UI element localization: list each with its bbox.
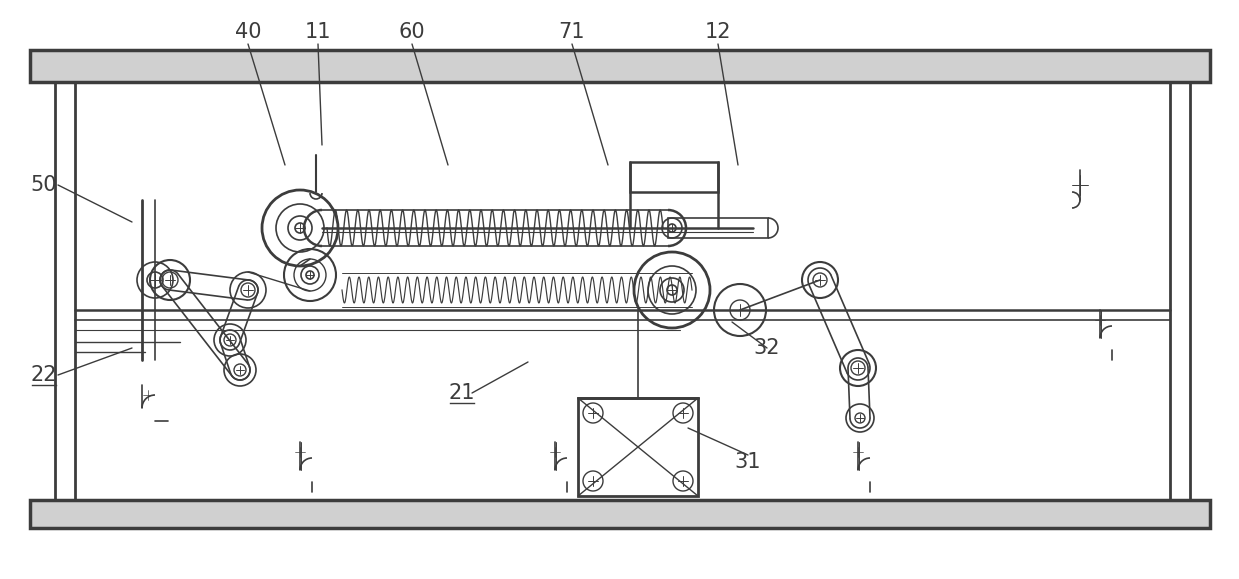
Bar	[30, 500, 1211, 528]
Text: 50: 50	[31, 175, 57, 195]
Bar	[579, 398, 698, 496]
Text: 71: 71	[559, 22, 585, 42]
Text: 22: 22	[31, 365, 57, 385]
Text: 32: 32	[753, 338, 781, 358]
Text: 11: 11	[305, 22, 331, 42]
Bar	[629, 162, 717, 192]
Text: 31: 31	[735, 452, 761, 472]
Bar	[668, 218, 768, 238]
Bar	[30, 50, 1211, 82]
Text: 12: 12	[705, 22, 731, 42]
Bar	[30, 500, 1211, 528]
Bar	[30, 50, 1211, 82]
Text: 40: 40	[234, 22, 261, 42]
Text: 21: 21	[449, 383, 476, 403]
Text: 60: 60	[399, 22, 425, 42]
